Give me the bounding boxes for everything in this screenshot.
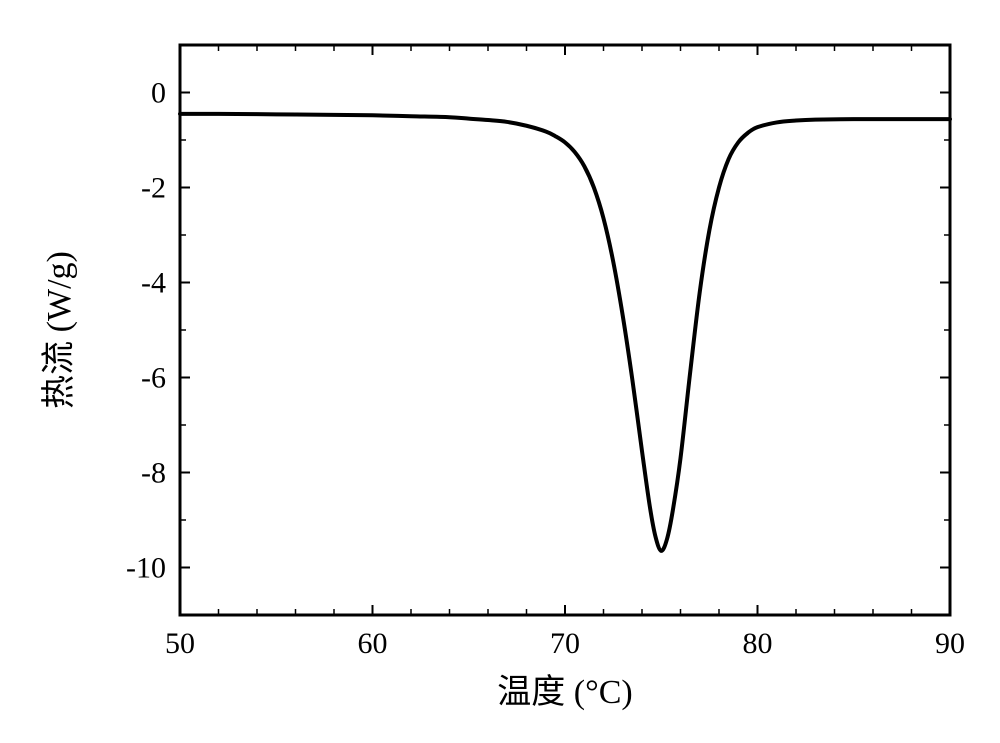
y-tick-label: -2 bbox=[141, 172, 166, 205]
x-tick-label: 90 bbox=[935, 627, 965, 660]
x-axis-label: 温度 (°C) bbox=[497, 673, 632, 711]
y-tick-label: -8 bbox=[141, 457, 166, 490]
y-tick-label: -6 bbox=[141, 362, 166, 395]
y-tick-label: -4 bbox=[141, 267, 166, 300]
y-axis-label: 热流 (W/g) bbox=[40, 251, 78, 409]
x-tick-label: 70 bbox=[550, 627, 580, 660]
dsc-chart: 50 60 70 80 90 0 -2 -4 -6 -8 -10 温度 (°C) 热流 (W/g) bbox=[0, 0, 1000, 743]
y-tick-label: -10 bbox=[126, 552, 166, 585]
x-tick-label: 50 bbox=[165, 627, 195, 660]
x-tick-label: 80 bbox=[743, 627, 773, 660]
x-tick-label: 60 bbox=[358, 627, 388, 660]
chart-svg: 50 60 70 80 90 0 -2 -4 -6 -8 -10 温度 (°C) 热流 (W/g) bbox=[0, 0, 1000, 743]
y-tick-label: 0 bbox=[151, 77, 166, 110]
